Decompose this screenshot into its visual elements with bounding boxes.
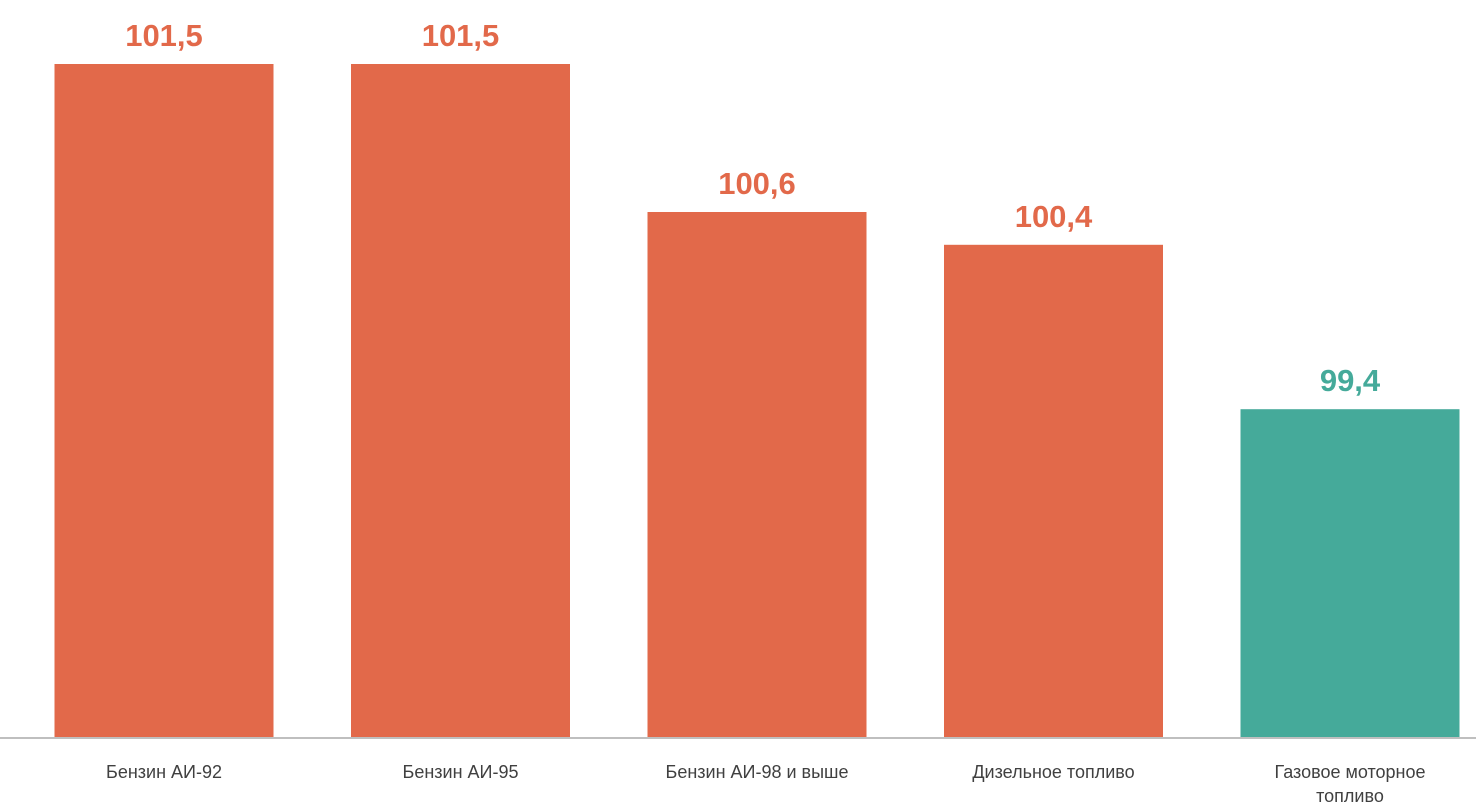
category-label-3: Бензин АИ-98 и выше: [666, 762, 849, 782]
value-label-3: 100,6: [718, 166, 796, 201]
bar-2: [351, 64, 570, 738]
bars-group: [54, 64, 1460, 739]
bar-4: [944, 244, 1163, 739]
bar-5: [1240, 409, 1460, 738]
category-label-line: топливо: [1316, 786, 1384, 805]
category-label-5: Газовое моторное топливо: [1274, 762, 1425, 805]
category-label-1: Бензин АИ-92: [106, 762, 222, 782]
value-labels-group: 101,5 101,5 100,6 100,4 99,4: [125, 18, 1381, 398]
value-label-2: 101,5: [422, 18, 500, 53]
category-label-2: Бензин АИ-95: [403, 762, 519, 782]
category-label-line: Дизельное топливо: [972, 762, 1134, 782]
category-label-line: Бензин АИ-92: [106, 762, 222, 782]
category-label-4: Дизельное топливо: [972, 762, 1134, 782]
value-label-4: 100,4: [1015, 199, 1093, 234]
bar-1: [54, 64, 274, 738]
category-label-line: Газовое моторное: [1274, 762, 1425, 782]
value-label-5: 99,4: [1320, 363, 1381, 398]
category-label-line: Бензин АИ-95: [403, 762, 519, 782]
category-labels-group: Бензин АИ-92 Бензин АИ-95 Бензин АИ-98 и в…: [106, 762, 1426, 805]
category-label-line: Бензин АИ-98 и выше: [666, 762, 849, 782]
bar-3: [647, 212, 867, 738]
value-label-1: 101,5: [125, 18, 203, 53]
